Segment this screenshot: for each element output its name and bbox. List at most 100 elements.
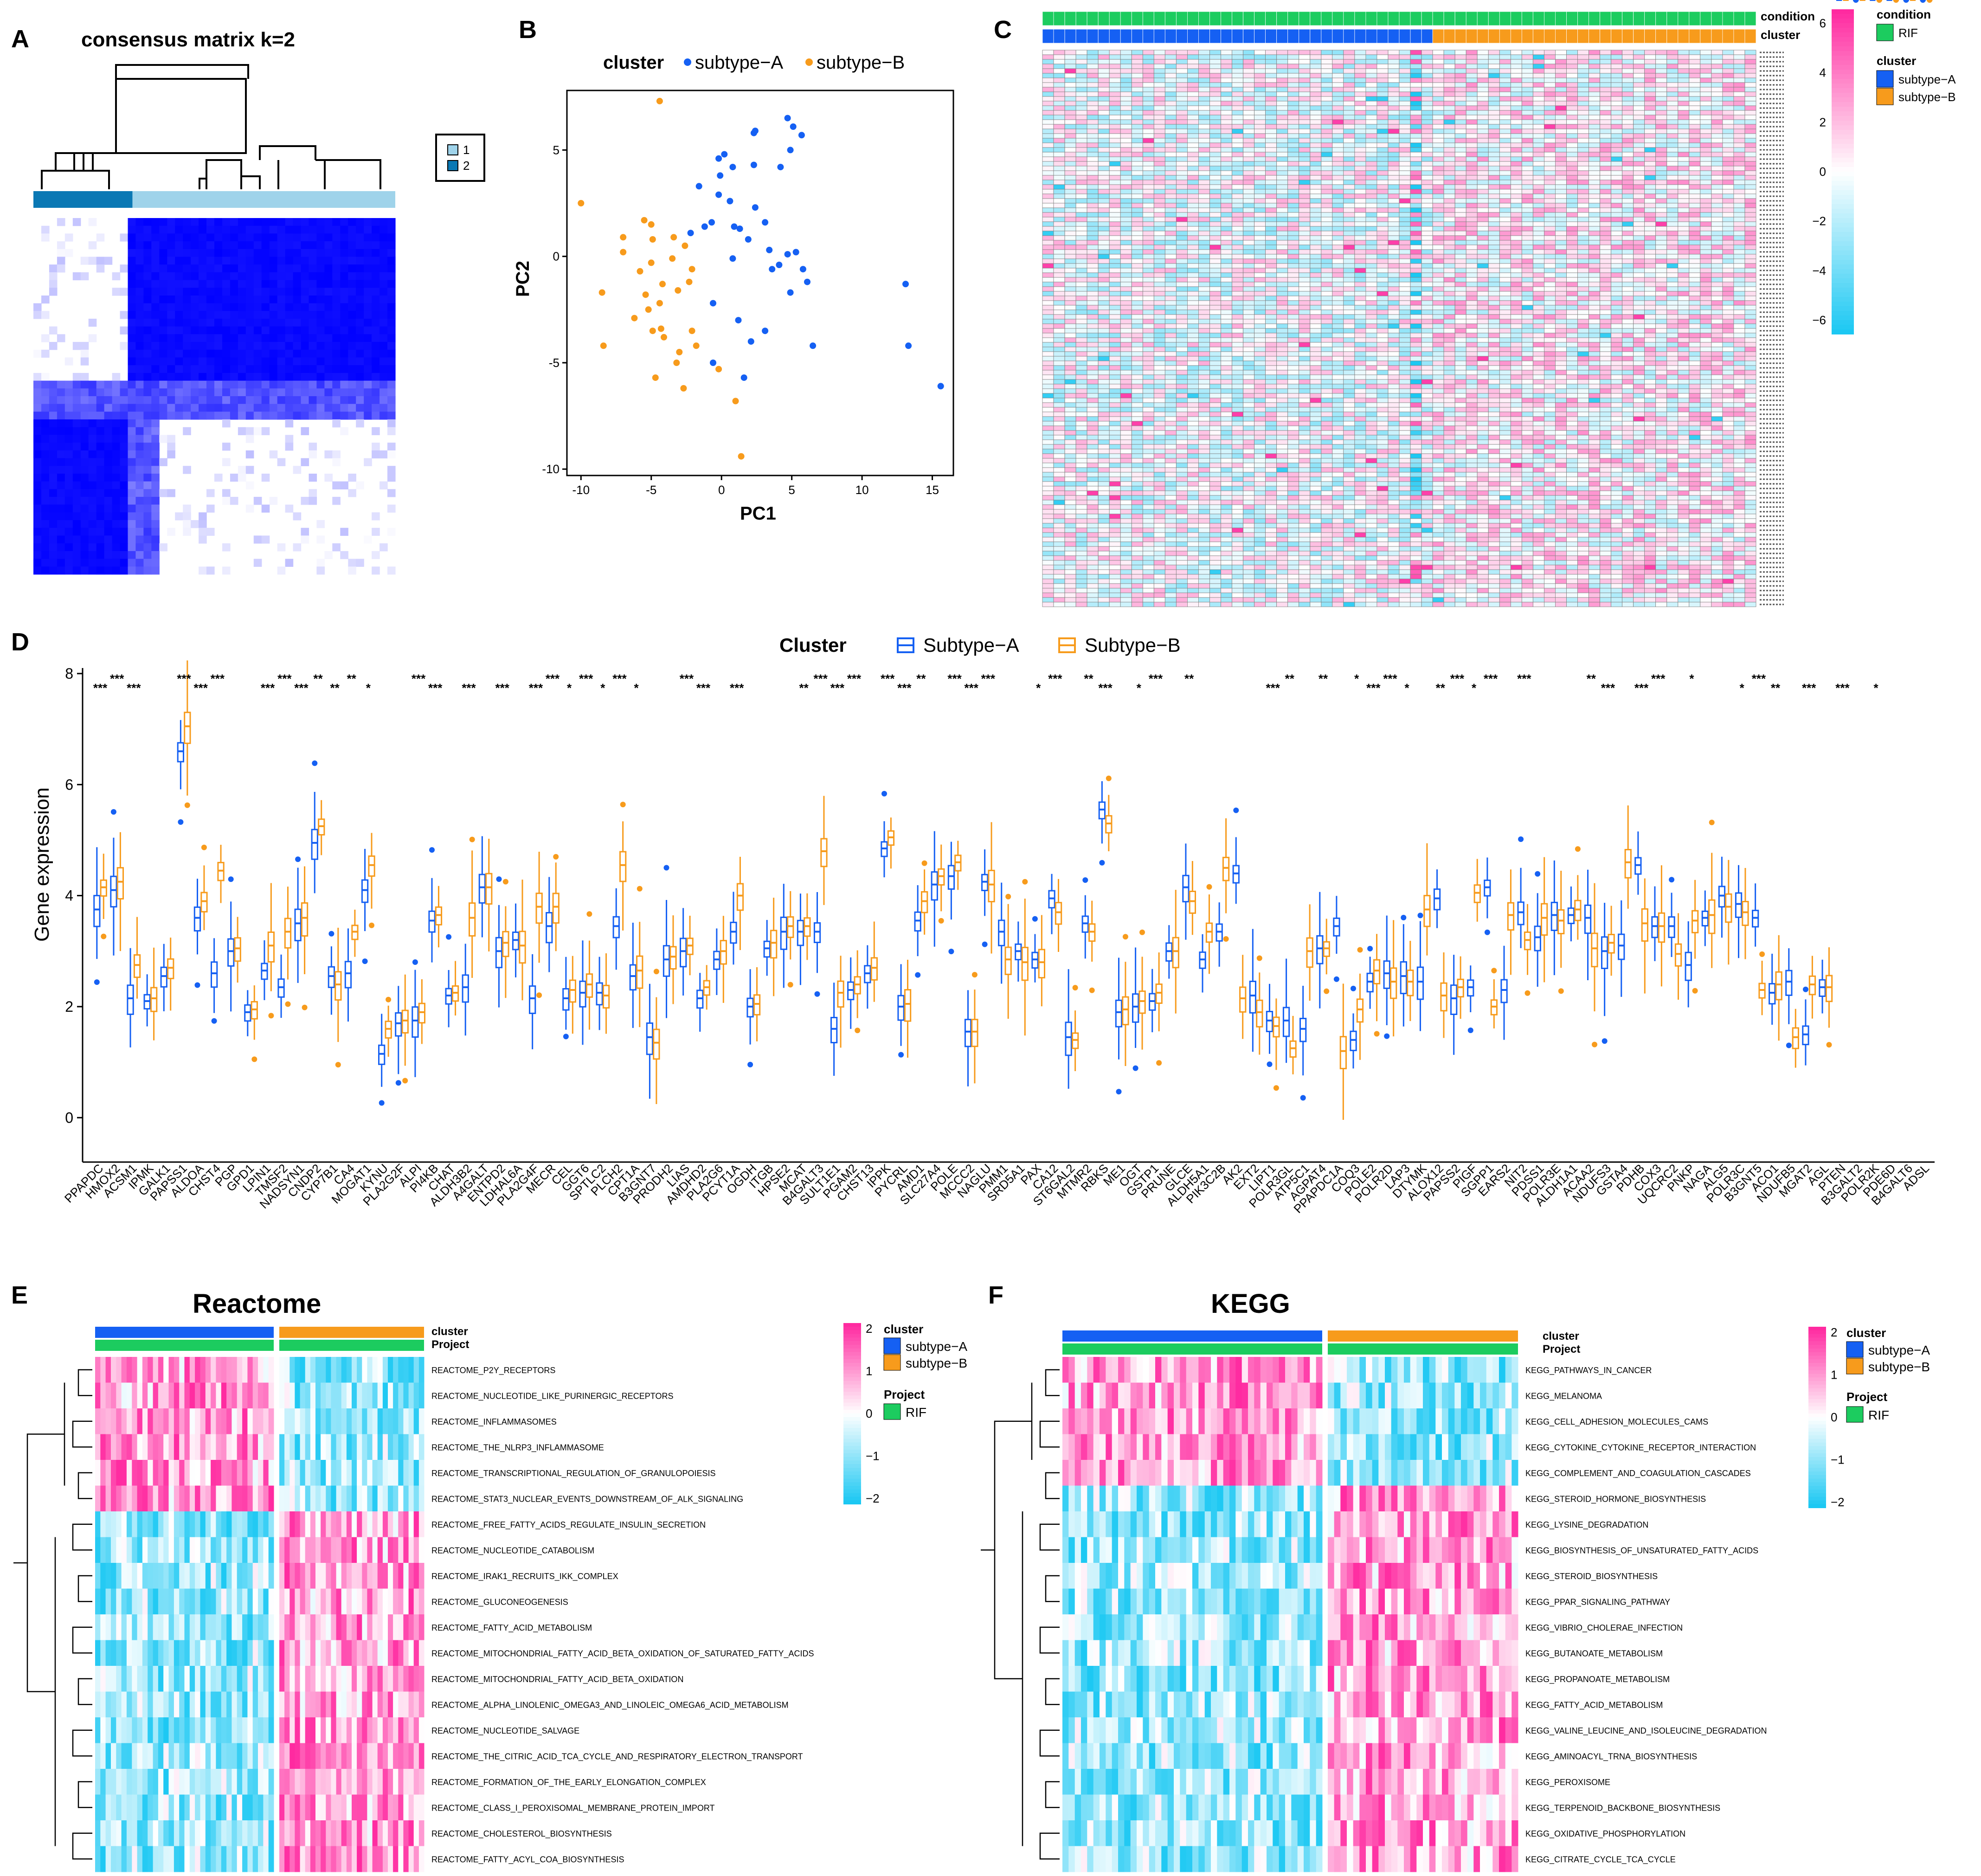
consensus-cell	[183, 280, 191, 288]
consensus-cell	[262, 381, 270, 389]
consensus-cell	[293, 512, 302, 520]
heatmap-cell	[1678, 212, 1689, 217]
heatmap-cell	[1667, 152, 1678, 157]
heatmap-cell	[1098, 259, 1109, 263]
consensus-cell	[73, 559, 81, 567]
cluster-cell	[1344, 29, 1355, 43]
heatmap-cell	[1143, 277, 1154, 282]
heatmap-cell	[1109, 134, 1120, 138]
pca-point	[715, 155, 722, 162]
heatmap-cell	[1589, 124, 1600, 129]
pca-point	[689, 266, 695, 272]
consensus-cell	[285, 257, 294, 265]
heatmap-cell	[1533, 78, 1544, 83]
heatmap-cell	[1165, 259, 1176, 263]
heatmap-cell	[1410, 120, 1421, 124]
heatmap-cell	[1522, 222, 1533, 226]
heatmap-cell	[1700, 240, 1711, 245]
heatmap-cell	[1634, 143, 1645, 148]
panel-label-c: C	[994, 16, 1012, 44]
consensus-cell	[332, 249, 341, 257]
heatmap-cell	[1042, 263, 1054, 268]
heatmap-cell	[1221, 240, 1232, 245]
heatmap-cell	[1388, 157, 1399, 161]
heatmap-cell	[1054, 287, 1065, 291]
consensus-cell	[49, 497, 58, 505]
heatmap-cell	[1254, 152, 1266, 157]
consensus-cell	[159, 319, 167, 327]
heatmap-cell	[1221, 96, 1232, 101]
heatmap-cell	[1210, 189, 1221, 194]
heatmap-cell	[1745, 240, 1756, 245]
consensus-cell	[167, 388, 175, 396]
heatmap-cell	[1611, 185, 1622, 189]
consensus-cell	[324, 551, 333, 559]
consensus-cell	[57, 264, 65, 272]
heatmap-cell	[1622, 129, 1634, 134]
heatmap-cell	[1533, 166, 1544, 171]
heatmap-cell	[1433, 134, 1444, 138]
consensus-cell	[199, 404, 207, 412]
consensus-cell	[151, 489, 160, 497]
consensus-cell	[324, 311, 333, 319]
consensus-cell	[128, 458, 136, 466]
heatmap-cell	[1321, 273, 1332, 277]
heatmap-cell	[1176, 268, 1187, 273]
heatmap-cell	[1444, 83, 1455, 87]
heatmap-cell	[1042, 217, 1054, 222]
heatmap-cell	[1232, 55, 1243, 59]
consensus-cell	[309, 334, 317, 342]
consensus-cell	[143, 257, 152, 265]
heatmap-cell	[1600, 222, 1611, 226]
heatmap-cell	[1366, 124, 1377, 129]
heatmap-cell	[1555, 101, 1566, 106]
heatmap-cell	[1266, 166, 1277, 171]
consensus-cell	[89, 512, 97, 520]
heatmap-cell	[1711, 268, 1723, 273]
consensus-cell	[183, 327, 191, 334]
heatmap-cell	[1355, 50, 1366, 55]
heatmap-cell	[1187, 189, 1198, 194]
heatmap-cell	[1488, 171, 1499, 175]
heatmap-cell	[1745, 277, 1756, 282]
heatmap-cell	[1689, 152, 1700, 157]
heatmap-cell	[1132, 268, 1143, 273]
consensus-cell	[143, 536, 152, 544]
heatmap-cell	[1165, 129, 1176, 134]
heatmap-cell	[1366, 245, 1377, 250]
heatmap-cell	[1511, 157, 1522, 161]
heatmap-cell	[1042, 222, 1054, 226]
heatmap-cell	[1544, 120, 1555, 124]
heatmap-cell	[1399, 236, 1410, 240]
heatmap-cell	[1299, 171, 1310, 175]
heatmap-cell	[1645, 152, 1656, 157]
consensus-cell	[89, 396, 97, 404]
heatmap-cell	[1488, 73, 1499, 78]
heatmap-cell	[1455, 180, 1466, 185]
heatmap-cell	[1221, 254, 1232, 259]
heatmap-cell	[1511, 143, 1522, 148]
consensus-cell	[356, 373, 364, 381]
consensus-cell	[285, 303, 294, 311]
consensus-cell	[348, 489, 356, 497]
heatmap-cell	[1366, 180, 1377, 185]
heatmap-cell	[1711, 254, 1723, 259]
consensus-cell	[270, 450, 278, 458]
heatmap-cell	[1645, 120, 1656, 124]
consensus-cell	[183, 411, 191, 419]
consensus-cell	[238, 288, 246, 296]
heatmap-cell	[1332, 189, 1344, 194]
consensus-cell	[316, 411, 325, 419]
consensus-cell	[301, 226, 309, 234]
heatmap-cell	[1332, 138, 1344, 143]
cluster-cell	[1555, 29, 1566, 43]
heatmap-cell	[1132, 101, 1143, 106]
consensus-cell	[246, 272, 254, 280]
consensus-cell	[262, 319, 270, 327]
heatmap-cell	[1544, 106, 1555, 110]
heatmap-cell	[1678, 134, 1689, 138]
heatmap-cell	[1377, 134, 1388, 138]
heatmap-cell	[1176, 166, 1187, 171]
heatmap-cell	[1600, 134, 1611, 138]
cluster-cell	[1098, 29, 1109, 43]
